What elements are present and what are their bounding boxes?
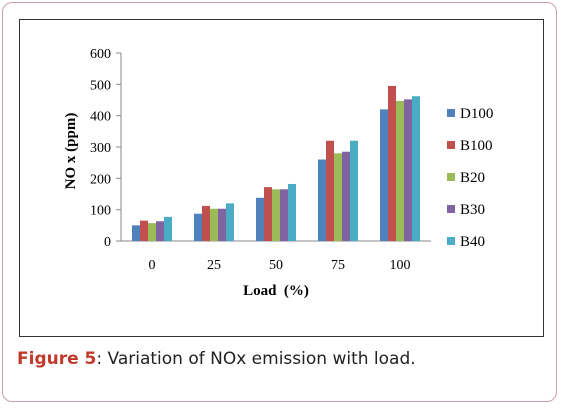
bar-b30-0 — [156, 221, 164, 241]
bar-b30-50 — [280, 189, 288, 241]
legend-swatch-b20 — [447, 173, 455, 181]
legend-swatch-b100 — [447, 141, 455, 149]
bar-b100-25 — [202, 205, 210, 241]
figure-label: Figure 5 — [17, 349, 97, 369]
y-tick-label: 200 — [90, 172, 111, 187]
bar-b100-75 — [326, 140, 334, 241]
legend-label-d100: D100 — [460, 106, 493, 122]
bar-b100-100 — [388, 85, 396, 242]
y-tick-label: 300 — [90, 141, 111, 156]
legend-swatch-b40 — [447, 237, 455, 245]
bar-d100-25 — [194, 213, 202, 241]
bars — [132, 85, 420, 242]
bar-b40-50 — [288, 183, 296, 241]
bar-d100-0 — [132, 225, 140, 241]
bar-d100-50 — [256, 197, 264, 241]
bar-d100-100 — [380, 109, 388, 242]
caption-text: : Variation of NOx emission with load. — [96, 349, 416, 369]
y-tick-label: 600 — [90, 47, 111, 62]
x-tick-label: 100 — [390, 258, 411, 273]
legend-label-b40: B40 — [460, 234, 485, 250]
x-tick-label: 0 — [149, 258, 156, 273]
legend-label-b30: B30 — [460, 202, 485, 218]
chart-container — [19, 19, 544, 337]
bar-b30-100 — [404, 99, 412, 241]
bar-b40-25 — [226, 203, 234, 241]
bar-b30-75 — [342, 151, 350, 241]
x-tick-label: 50 — [269, 258, 283, 273]
x-axis-label: Load (%) — [243, 283, 309, 299]
y-tick-label: 400 — [90, 110, 111, 125]
bar-b100-0 — [140, 220, 148, 241]
legend-label-b20: B20 — [460, 170, 485, 186]
legend-swatch-d100 — [447, 109, 455, 117]
bar-b40-0 — [164, 216, 172, 241]
y-ticks: 0 100 200 300 400 500 600 — [90, 47, 121, 250]
figure-frame: 0 100 200 300 400 500 600 0 25 50 75 100 D100 B100 B… — [2, 2, 557, 402]
y-tick-label: 0 — [104, 235, 111, 250]
bar-b40-100 — [412, 96, 420, 242]
y-tick-label: 100 — [90, 204, 111, 219]
bar-b20-25 — [210, 208, 218, 241]
x-ticks: 0 25 50 75 100 — [149, 258, 411, 273]
bar-b20-100 — [396, 100, 404, 241]
legend: D100 B100 B20 B30 B40 — [447, 106, 493, 250]
bar-b30-25 — [218, 208, 226, 241]
bar-b20-0 — [148, 223, 156, 241]
y-tick-label: 500 — [90, 78, 111, 93]
x-tick-label: 75 — [331, 258, 345, 273]
y-axis-label: NO x (ppm) — [63, 113, 79, 190]
legend-label-b100: B100 — [460, 138, 493, 154]
bar-b20-50 — [272, 189, 280, 241]
bar-b20-75 — [334, 153, 342, 241]
bar-d100-75 — [318, 159, 326, 241]
bar-b100-50 — [264, 187, 272, 241]
figure-caption: Figure 5: Variation of NOx emission with… — [17, 349, 416, 369]
legend-swatch-b30 — [447, 205, 455, 213]
bar-chart: 0 100 200 300 400 500 600 0 25 50 75 100 D100 B100 B… — [63, 47, 493, 299]
bar-b40-75 — [350, 140, 358, 241]
x-tick-label: 25 — [207, 258, 221, 273]
